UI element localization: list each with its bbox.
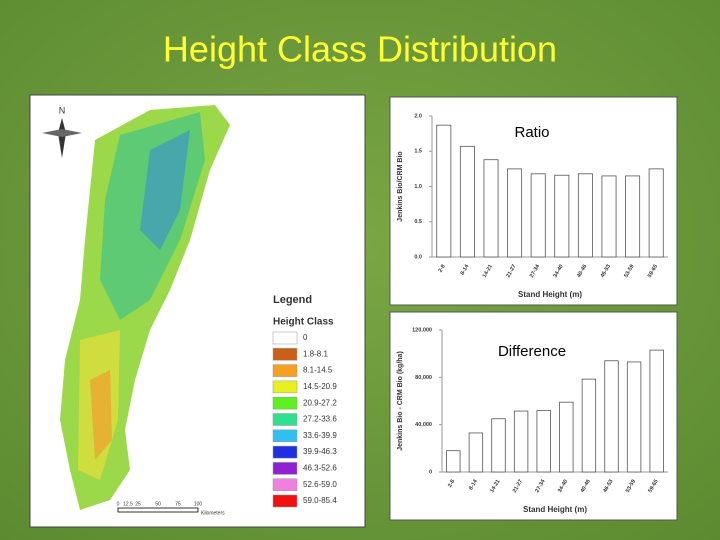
legend-swatch (272, 413, 298, 426)
bar (626, 361, 642, 473)
scale-bar (117, 507, 199, 513)
legend-swatch (272, 429, 298, 443)
bar (581, 378, 597, 473)
legend-swatch (272, 331, 298, 345)
map-land (90, 370, 112, 460)
bar (507, 168, 523, 258)
legend-swatch (272, 494, 298, 508)
legend-swatch (272, 462, 298, 475)
scale-unit: Kilometers (201, 510, 225, 516)
north-label: N (59, 105, 66, 115)
legend-swatch (272, 380, 298, 394)
legend-label: 59.0-85.4 (303, 496, 337, 505)
scale-label: 50 (155, 501, 161, 507)
y-tick-label: 0.0 (414, 254, 422, 260)
bar (577, 173, 593, 258)
legend-swatch (272, 445, 298, 459)
bar (491, 418, 506, 473)
legend-swatch (272, 396, 298, 410)
legend-label: 0 (303, 333, 308, 342)
bar (554, 174, 570, 258)
legend-subtitle: Height Class (273, 317, 334, 328)
bar (483, 159, 499, 258)
legend-label: 33.6-39.9 (303, 431, 337, 440)
scale-label: 75 (175, 501, 181, 507)
bar (436, 124, 452, 258)
y-tick-label: 0.5 (414, 219, 422, 225)
legend-label: 20.9-27.2 (303, 398, 337, 407)
y-tick-label: 1.5 (414, 149, 422, 155)
x-tick-label: 8-14 (460, 263, 471, 276)
map-image (60, 105, 230, 510)
y-tick-label: 1.0 (414, 184, 422, 190)
bar (513, 410, 529, 473)
north-arrow (42, 118, 82, 158)
bar (468, 432, 484, 473)
bar (604, 360, 619, 473)
scale-label: 12.5 (123, 501, 133, 507)
slide-title: Height Class Distribution (163, 29, 557, 70)
legend-label: 52.6-59.0 (303, 480, 337, 489)
bar (559, 401, 574, 473)
bar (446, 450, 461, 473)
y-axis-label: Jenkins Bio - CRM Bio (kg/ha) (397, 351, 404, 451)
y-tick-label: 40,000 (415, 422, 432, 428)
bar (601, 175, 617, 258)
x-tick-label: 2-8 (447, 479, 456, 489)
legend-swatch (272, 478, 298, 491)
scale-label: 0 (117, 501, 120, 507)
x-axis-label: Stand Height (m) (518, 290, 582, 299)
y-tick-label: 0 (429, 469, 432, 475)
legend-label: 1.8-8.1 (303, 349, 328, 358)
annotation: Difference (498, 343, 566, 360)
bar (536, 410, 551, 473)
x-tick-label: 8-14 (468, 478, 479, 491)
x-axis-label: Stand Height (m) (523, 505, 587, 514)
annotation: Ratio (514, 124, 549, 141)
bar (625, 175, 641, 258)
legend-swatch (272, 364, 298, 377)
bar (530, 173, 546, 258)
x-tick-label: 2-8 (438, 264, 447, 274)
legend-label: 46.3-52.6 (303, 464, 337, 473)
legend-label: 8.1-14.5 (303, 366, 333, 375)
legend-label: 14.5-20.9 (303, 382, 337, 391)
bar (649, 349, 664, 473)
y-tick-label: 2.0 (414, 113, 422, 119)
scale-label: 100 (194, 501, 203, 507)
y-axis-label: Jenkins Bio/CRM Bio (397, 151, 404, 221)
y-tick-label: 120,000 (412, 327, 432, 333)
bar (459, 145, 475, 258)
map-land (140, 130, 190, 250)
y-tick-label: 80,000 (415, 375, 432, 381)
bar (648, 168, 664, 258)
legend-title: Legend (273, 294, 312, 306)
legend-label: 27.2-33.6 (303, 415, 337, 424)
scale-label: 25 (135, 501, 141, 507)
legend-swatch (272, 348, 298, 361)
legend-label: 39.9-46.3 (303, 447, 337, 456)
